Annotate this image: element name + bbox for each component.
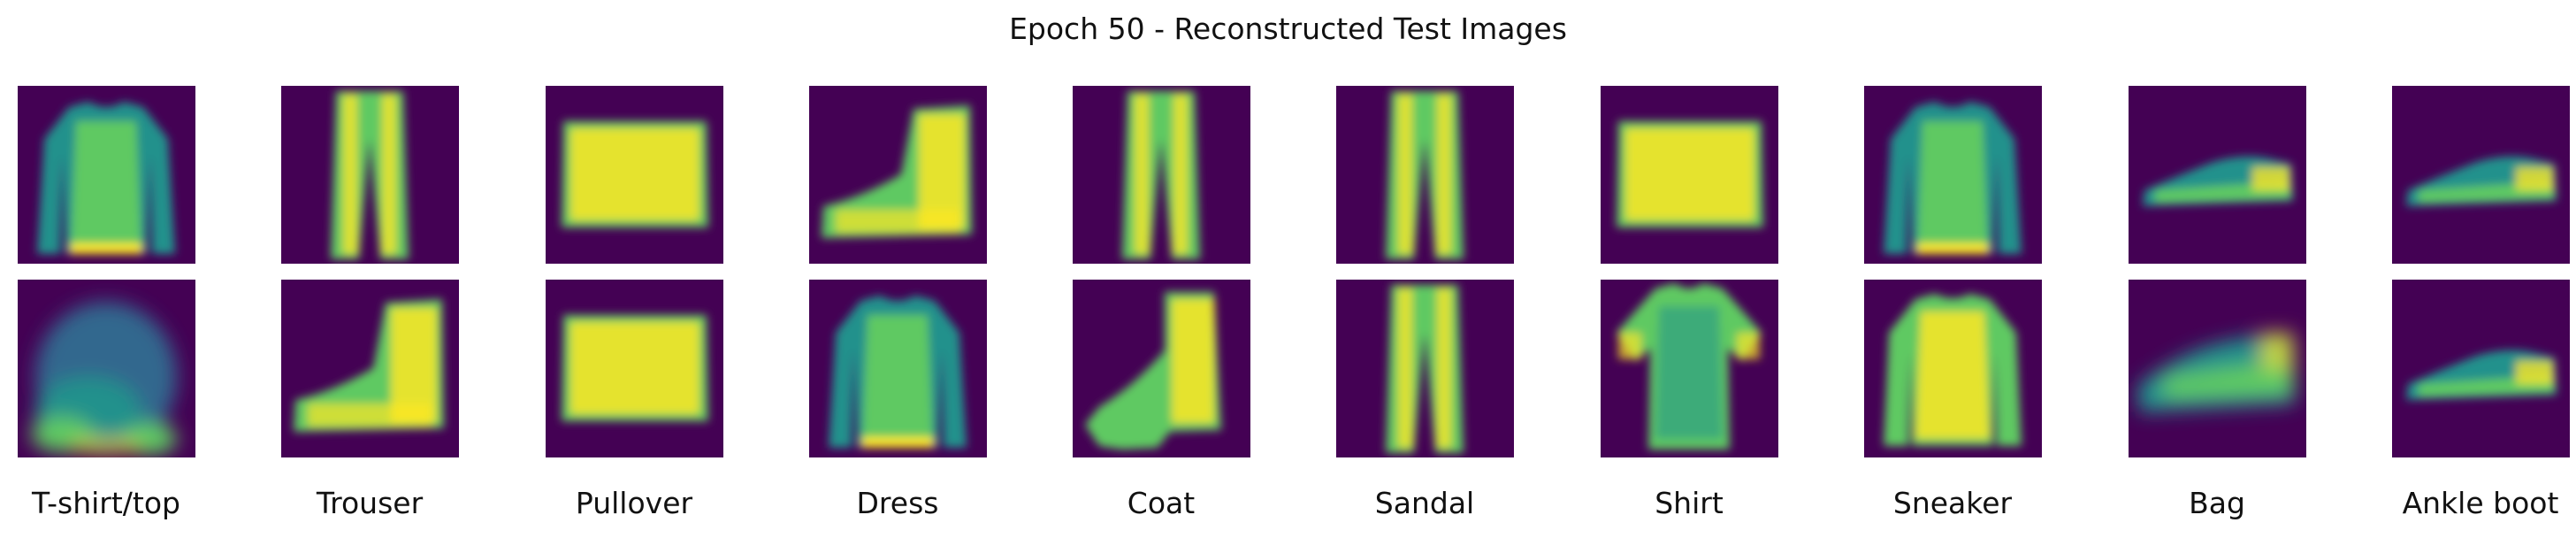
reconstruction-r2-c8 <box>1864 280 2042 457</box>
reconstruction-r1-c2 <box>281 86 459 264</box>
reconstruction-r1-c5 <box>1073 86 1250 264</box>
column-label: Ankle boot <box>2402 486 2559 520</box>
reconstruction-r2-c4 <box>809 280 987 457</box>
reconstruction-r1-c9 <box>2129 86 2306 264</box>
column-label: T-shirt/top <box>31 486 180 520</box>
reconstruction-r2-c2 <box>281 280 459 457</box>
reconstruction-r2-c7 <box>1601 280 1778 457</box>
column-label: Bag <box>2189 486 2245 520</box>
column-label: Pullover <box>575 486 693 520</box>
column-label: Shirt <box>1655 486 1724 520</box>
reconstruction-r1-c1 <box>18 86 195 264</box>
column-label: Trouser <box>316 486 424 520</box>
figure-title: Epoch 50 - Reconstructed Test Images <box>1009 12 1567 46</box>
reconstruction-r2-c6 <box>1336 280 1514 457</box>
column-label: Sandal <box>1374 486 1475 520</box>
column-label: Coat <box>1127 486 1196 520</box>
reconstruction-r2-c9 <box>2129 280 2306 457</box>
reconstruction-r1-c4 <box>809 86 987 264</box>
reconstruction-r1-c6 <box>1336 86 1514 264</box>
reconstruction-r1-c3 <box>546 86 723 264</box>
column-label: Sneaker <box>1892 486 2013 520</box>
reconstruction-r2-c5 <box>1073 280 1250 457</box>
reconstruction-r1-c7 <box>1601 86 1778 264</box>
reconstruction-r1-c10 <box>2392 86 2570 264</box>
reconstruction-r2-c3 <box>546 280 723 457</box>
reconstruction-r2-c10 <box>2392 280 2570 457</box>
reconstruction-r2-c1 <box>18 280 195 457</box>
reconstruction-r1-c8 <box>1864 86 2042 264</box>
column-label: Dress <box>856 486 939 520</box>
